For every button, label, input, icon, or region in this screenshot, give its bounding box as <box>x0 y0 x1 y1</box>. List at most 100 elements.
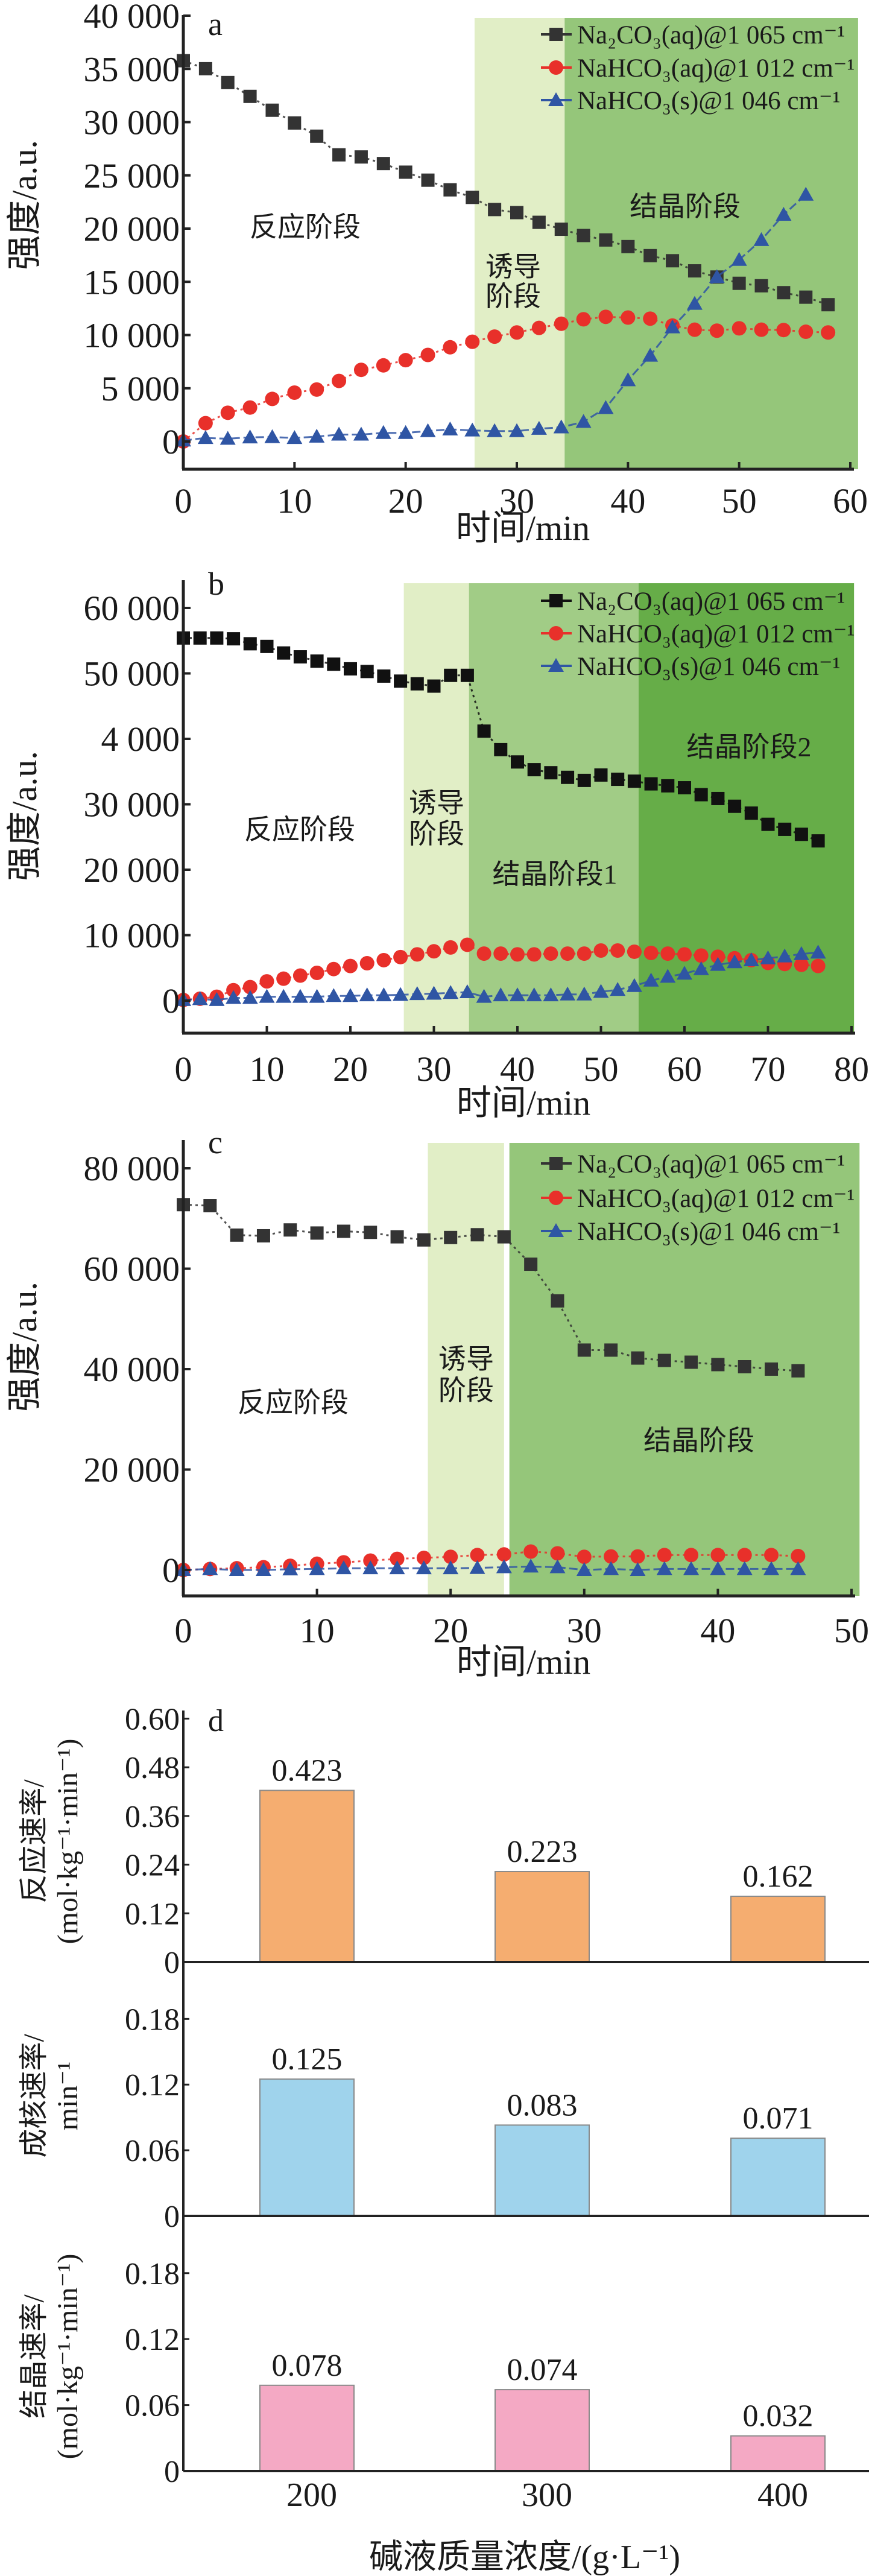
data-point-triangle <box>560 986 576 1001</box>
data-point-square <box>577 1343 591 1357</box>
x-tick-label: 200 <box>286 2476 337 2514</box>
data-point-triangle <box>443 1560 459 1575</box>
y-tick-label: 0.12 <box>125 2068 180 2103</box>
panel-letter: d <box>208 1704 224 1738</box>
data-point-square <box>544 766 558 780</box>
data-point-circle <box>684 1548 699 1563</box>
data-point-triangle <box>397 425 414 439</box>
y-tick-label: 35 000 <box>84 49 180 89</box>
data-point-square <box>277 646 291 660</box>
data-point-circle <box>259 974 274 989</box>
data-point-triangle <box>509 423 525 437</box>
data-point-triangle <box>443 985 459 999</box>
legend-label: Na₂CO₃(aq)@1 065 cm⁻¹ <box>577 21 845 49</box>
legend-marker-triangle <box>548 1223 564 1237</box>
data-point-square <box>265 103 279 117</box>
data-point-circle <box>332 373 347 388</box>
data-point-square <box>230 1228 244 1242</box>
data-point-circle <box>677 947 692 962</box>
data-point-triangle <box>487 423 503 437</box>
x-tick-label: 40 <box>700 1611 735 1650</box>
data-point-square <box>554 223 568 236</box>
data-point-square <box>243 89 257 103</box>
data-point-square <box>577 773 591 787</box>
y-axis-label: 成核速率/ <box>18 2034 50 2158</box>
y-tick-label: 60 000 <box>84 589 180 628</box>
bar <box>259 2078 355 2217</box>
legend-label: NaHCO₃(s)@1 046 cm⁻¹ <box>577 87 841 115</box>
data-point-square <box>811 834 825 848</box>
data-point-square <box>527 763 541 777</box>
data-point-triangle <box>242 429 258 444</box>
y-tick-label: 0 <box>162 981 180 1021</box>
x-tick-label: 30 <box>499 481 534 521</box>
bar-value-label: 0.074 <box>507 2353 578 2387</box>
data-point-triangle <box>776 207 792 221</box>
data-point-square <box>510 206 523 220</box>
data-point-square <box>198 62 212 75</box>
panel-letter: b <box>208 566 224 602</box>
stage-region <box>469 583 639 1033</box>
data-point-square <box>643 248 657 262</box>
data-point-circle <box>390 1551 405 1566</box>
data-point-triangle <box>510 987 525 1002</box>
x-tick-label: 400 <box>757 2476 808 2514</box>
data-point-circle <box>630 1549 645 1564</box>
data-point-square <box>497 1230 511 1244</box>
data-point-triangle <box>202 1561 218 1575</box>
data-point-triangle <box>710 1561 726 1575</box>
stage-label: 诱导 <box>438 1344 494 1375</box>
stage-label: 结晶阶段 <box>630 191 741 222</box>
data-point-triangle <box>549 1559 566 1574</box>
x-axis-label: 时间/min <box>457 1083 590 1122</box>
data-point-square <box>399 165 412 179</box>
x-tick-label: 50 <box>584 1049 619 1089</box>
x-tick-label: 40 <box>500 1049 535 1089</box>
x-tick-label: 50 <box>722 481 757 521</box>
bar <box>495 1871 590 1963</box>
data-point-triangle <box>526 987 542 1002</box>
legend-marker-square <box>549 594 563 607</box>
panel-d: 0.423 0.223 0.162 0 0.12 0.24 0.36 0.48 0.60 反应速率… <box>18 1702 869 2576</box>
data-point-triangle <box>197 430 213 445</box>
data-point-circle <box>443 1549 458 1565</box>
data-point-square <box>611 773 625 786</box>
data-point-square <box>744 806 758 820</box>
data-point-triangle <box>493 987 509 1002</box>
data-point-triangle <box>665 319 681 334</box>
y-tick-label: 4 000 <box>101 720 180 759</box>
data-point-circle <box>292 968 308 983</box>
legend-marker-circle <box>549 60 563 75</box>
data-point-square <box>364 1226 378 1239</box>
y-tick-label: 0 <box>164 2455 180 2489</box>
data-point-circle <box>443 940 458 955</box>
bar <box>495 2124 590 2217</box>
data-point-circle <box>460 937 475 952</box>
data-point-circle <box>276 971 291 986</box>
data-point-square <box>532 215 546 229</box>
data-point-square <box>799 290 813 304</box>
data-point-triangle <box>575 414 592 428</box>
data-point-square <box>443 183 457 197</box>
data-point-square <box>337 1224 350 1238</box>
data-point-circle <box>393 949 408 964</box>
data-point-circle <box>326 961 341 976</box>
data-point-triangle <box>693 961 709 975</box>
data-point-square <box>344 662 357 676</box>
data-point-circle <box>465 334 480 349</box>
x-tick-label: 50 <box>834 1611 869 1650</box>
y-axis-label: min⁻¹ <box>52 2062 84 2130</box>
x-axis-label: 时间/min <box>456 508 590 548</box>
data-point-circle <box>710 949 725 964</box>
data-point-triangle <box>426 986 442 1000</box>
data-point-square <box>777 286 791 300</box>
data-point-triangle <box>259 989 275 1003</box>
data-point-triangle <box>362 1560 379 1575</box>
y-tick-label: 60 000 <box>84 1250 180 1289</box>
data-point-square <box>221 75 235 89</box>
data-point-triangle <box>790 1561 806 1575</box>
data-point-circle <box>798 324 814 340</box>
data-point-triangle <box>353 426 369 441</box>
data-point-triangle <box>798 186 814 201</box>
